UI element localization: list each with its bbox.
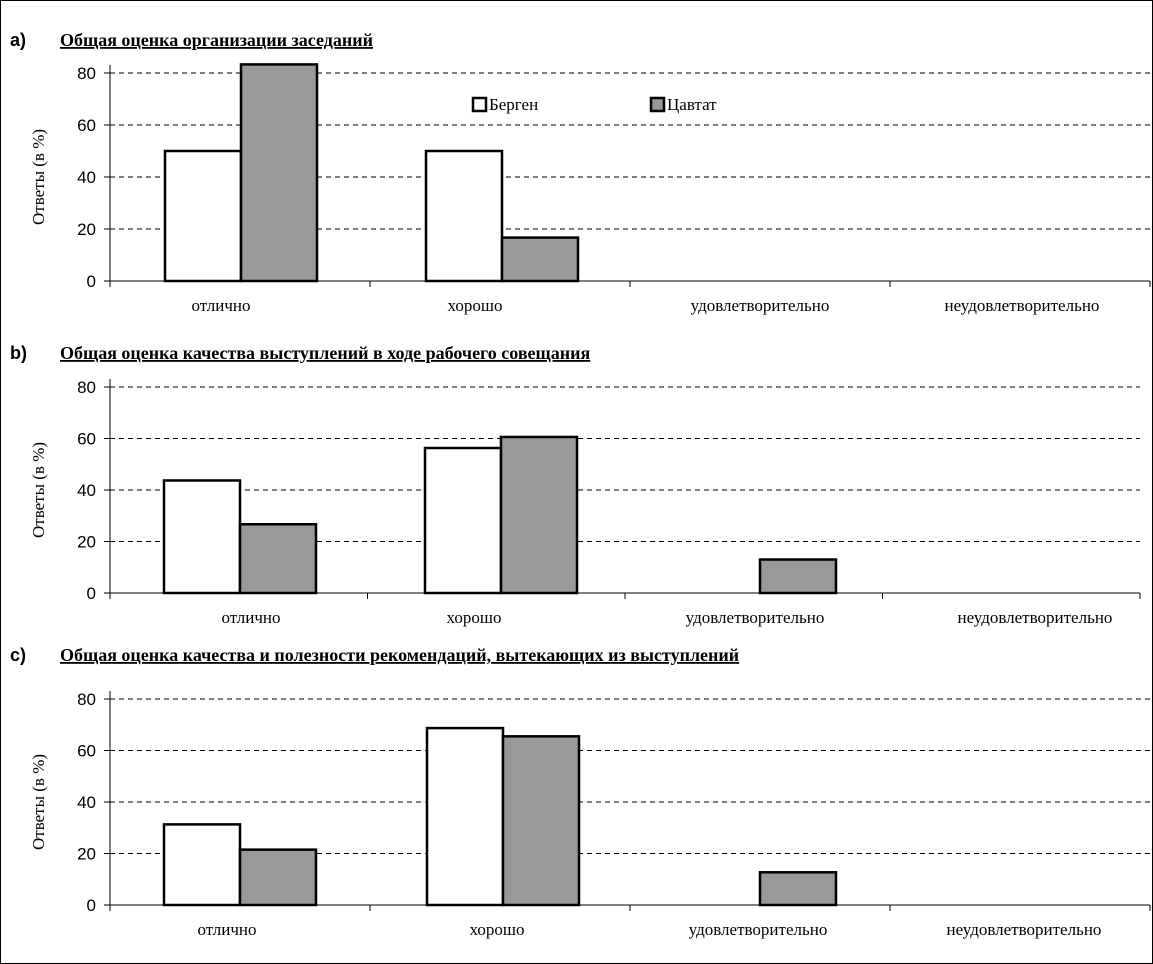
legend-label-bergen: Берген [489,95,538,114]
y-tick-label: 20 [77,533,96,552]
panel-b-plot: 0 20 40 60 80 отлично хорошо удовлетворительно н… [77,378,1141,627]
x-tick-label: неудовлетворительно [945,296,1100,315]
bar [425,726,505,907]
x-tick-label: отлично [191,296,250,315]
x-tick-label: удовлетворительно [686,608,825,627]
y-tick-label: 40 [77,793,96,812]
x-tick-label: отлично [221,608,280,627]
x-tick-label: удовлетворительно [691,296,830,315]
y-tick-label: 40 [77,168,96,187]
bar [238,848,318,907]
legend: Берген Цавтат [471,95,717,114]
bar [162,823,242,907]
bar [758,871,838,907]
bar [423,446,503,595]
y-tick-label: 0 [87,896,96,915]
bar [501,735,581,907]
bar [424,149,504,283]
bar [239,63,319,283]
bar [758,558,838,595]
panel-a: a) Общая оценка организации заседаний От… [10,30,1151,315]
x-tick-label: неудовлетворительно [947,920,1102,939]
panel-a-ylabel: Ответы (в %) [29,129,48,225]
panel-a-letter: a) [10,30,26,50]
legend-swatch-cavtat [649,96,666,113]
y-tick-label: 60 [77,742,96,761]
bar [162,479,242,595]
y-tick-label: 20 [77,220,96,239]
x-tick-label: отлично [197,920,256,939]
panel-c-title: Общая оценка качества и полезности реком… [60,645,739,665]
y-tick-label: 40 [77,481,96,500]
panel-c-ylabel: Ответы (в %) [29,754,48,850]
bar [163,149,243,283]
panel-c-plot: 0 20 40 60 80 отлично хорошо удовлетворительно н… [77,690,1151,939]
panel-c: c) Общая оценка качества и полезности ре… [10,645,1151,939]
legend-swatch-bergen [471,96,488,113]
y-tick-label: 80 [77,690,96,709]
bar [500,236,580,283]
legend-label-cavtat: Цавтат [667,95,717,114]
panel-b-letter: b) [10,343,27,363]
panel-b-ylabel: Ответы (в %) [29,442,48,538]
bar [499,435,579,595]
bar [238,522,318,595]
y-tick-label: 60 [77,116,96,135]
y-tick-label: 20 [77,845,96,864]
x-tick-label: неудовлетворительно [958,608,1113,627]
y-tick-label: 80 [77,64,96,83]
x-tick-label: хорошо [470,920,525,939]
panel-b: b) Общая оценка качества выступлений в х… [10,343,1141,627]
y-tick-label: 80 [77,378,96,397]
y-tick-label: 60 [77,430,96,449]
panel-b-title: Общая оценка качества выступлений в ходе… [60,343,590,363]
y-tick-label: 0 [87,584,96,603]
panel-a-plot: 0 20 40 60 80 отлично хорошо удовлетворительно н… [77,63,1151,315]
y-tick-label: 0 [87,272,96,291]
x-tick-label: хорошо [448,296,503,315]
panel-a-title: Общая оценка организации заседаний [60,30,373,50]
x-tick-label: удовлетворительно [689,920,828,939]
panel-c-letter: c) [10,645,26,665]
x-tick-label: хорошо [447,608,502,627]
